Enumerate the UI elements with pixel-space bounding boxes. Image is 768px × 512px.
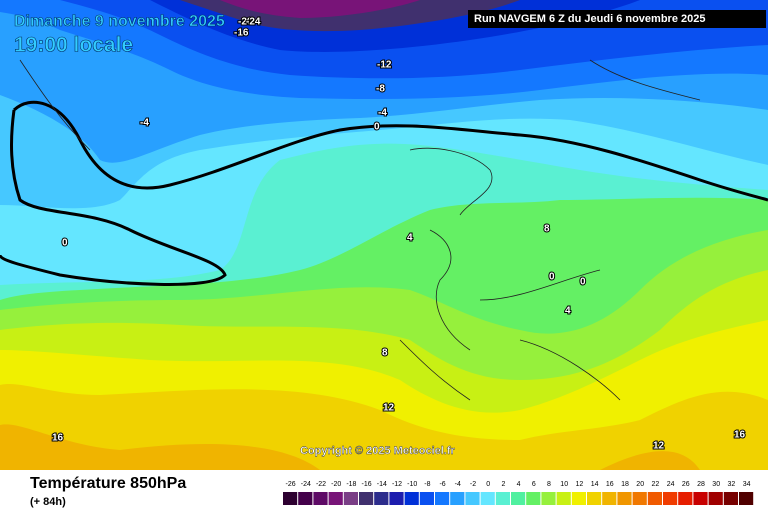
colorbar-label: 28 [697, 481, 705, 488]
footer-lead: (+ 84h) [30, 496, 66, 508]
colorbar-label: -16 [362, 481, 372, 488]
colorbar-label: 18 [621, 481, 629, 488]
colorbar-label: 0 [486, 481, 490, 488]
colorbar-label: 14 [591, 481, 599, 488]
contour-label: 0 [374, 122, 380, 133]
colorbar-swatch [495, 492, 510, 505]
colorbar-swatch [283, 492, 298, 505]
colorbar-swatch [389, 492, 404, 505]
colorbar-label: -22 [316, 481, 326, 488]
colorbar-swatch [435, 492, 450, 505]
colorbar-label: 26 [682, 481, 690, 488]
colorbar-label: 10 [560, 481, 568, 488]
colorbar-swatch [480, 492, 495, 505]
colorbar-swatch [313, 492, 328, 505]
colorbar-label: 32 [728, 481, 736, 488]
colorbar-label: -8 [424, 481, 430, 488]
contour-label: -16 [234, 28, 249, 39]
temp-band [220, 0, 420, 18]
contour-label: -4 [378, 108, 387, 119]
colorbar-swatch [419, 492, 434, 505]
colorbar-label: -24 [301, 481, 311, 488]
colorbar-label: 34 [743, 481, 751, 488]
colorbar-swatch [404, 492, 419, 505]
colorbar-label: -10 [407, 481, 417, 488]
contour-label: 8 [544, 224, 550, 235]
colorbar-swatch [678, 492, 693, 505]
contour-label: 16 [52, 433, 64, 444]
colorbar-swatch [541, 492, 556, 505]
colorbar-swatch [602, 492, 617, 505]
colorbar-swatch [723, 492, 738, 505]
colorbar-label: -6 [439, 481, 445, 488]
contour-label: 8 [382, 348, 388, 359]
forecast-date: Dimanche 9 novembre 2025 [14, 13, 225, 30]
colorbar-swatch [647, 492, 662, 505]
colorbar-label: 2 [501, 481, 505, 488]
colorbar-swatch [298, 492, 313, 505]
colorbar-label: 6 [532, 481, 536, 488]
colorbar-swatch [526, 492, 541, 505]
contour-label: 12 [383, 403, 395, 414]
contour-label: 0 [62, 238, 68, 249]
colorbar-label: -18 [346, 481, 356, 488]
colorbar-swatch [617, 492, 632, 505]
colorbar-label: -20 [331, 481, 341, 488]
colorbar-swatch [359, 492, 374, 505]
colorbar-swatch [693, 492, 708, 505]
colorbar-label: 24 [667, 481, 675, 488]
forecast-time: 19:00 locale [14, 34, 133, 57]
contour-label: 12 [653, 441, 665, 452]
contour-label: -24 [246, 17, 261, 28]
colorbar-label: 16 [606, 481, 614, 488]
contour-label: 4 [407, 233, 413, 244]
colorbar-label: 30 [712, 481, 720, 488]
copyright: Copyright © 2025 Meteociel.fr [300, 445, 456, 457]
zero-isotherm [0, 100, 768, 286]
colorbar-label: -14 [377, 481, 387, 488]
colorbar-swatch [587, 492, 602, 505]
colorbar-swatch [663, 492, 678, 505]
contour-label: 0 [580, 277, 586, 288]
contour-label: -8 [376, 84, 385, 95]
colorbar-swatch [328, 492, 343, 505]
colorbar-swatch [708, 492, 723, 505]
run-info: Run NAVGEM 6 Z du Jeudi 6 novembre 2025 [474, 13, 705, 25]
colorbar-swatch [343, 492, 358, 505]
colorbar-label: 8 [547, 481, 551, 488]
colorbar-label: 12 [576, 481, 584, 488]
contour-label: -12 [377, 60, 392, 71]
colorbar-swatch [556, 492, 571, 505]
contour-label: -4 [140, 118, 149, 129]
map: -20 -24 -16 -12 -8 -4 0 -4 0 4 8 0 0 4 8… [0, 0, 768, 470]
colorbar-swatch [465, 492, 480, 505]
colorbar-label: -4 [455, 481, 461, 488]
colorbar-label: -12 [392, 481, 402, 488]
contour-label: 0 [549, 272, 555, 283]
colorbar-swatch [571, 492, 586, 505]
colorbar-swatch [450, 492, 465, 505]
colorbar-label: 22 [652, 481, 660, 488]
contour-label: 4 [565, 306, 571, 317]
colorbar-label: 20 [636, 481, 644, 488]
colorbar-swatch [632, 492, 647, 505]
colorbar-swatch [739, 492, 754, 505]
coastline [19, 59, 701, 401]
colorbar-swatch [511, 492, 526, 505]
colorbar-label: -2 [470, 481, 476, 488]
footer-title: Température 850hPa [30, 475, 186, 492]
colorbar-label: 4 [517, 481, 521, 488]
colorbar: -26 -24 -22 -20 -18 -16 -14 -12 -10 -8 -6 -4 -2 0 2 4 6 8… [283, 481, 754, 505]
colorbar-label: -26 [286, 481, 296, 488]
run-box [468, 10, 766, 28]
contour-label: -20 [238, 17, 253, 28]
contour-label: 16 [734, 430, 746, 441]
colorbar-swatch [374, 492, 389, 505]
